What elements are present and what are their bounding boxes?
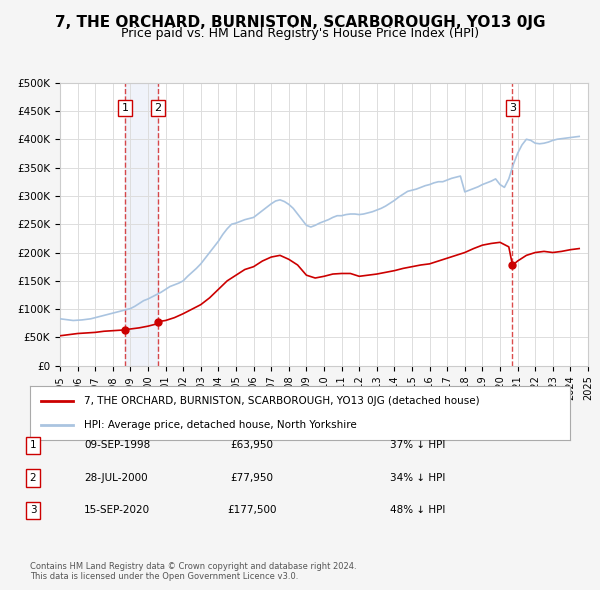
Text: 3: 3 <box>29 506 37 515</box>
Text: 37% ↓ HPI: 37% ↓ HPI <box>390 441 445 450</box>
Text: 48% ↓ HPI: 48% ↓ HPI <box>390 506 445 515</box>
Text: Price paid vs. HM Land Registry's House Price Index (HPI): Price paid vs. HM Land Registry's House … <box>121 27 479 40</box>
Text: 28-JUL-2000: 28-JUL-2000 <box>84 473 148 483</box>
Text: 7, THE ORCHARD, BURNISTON, SCARBOROUGH, YO13 0JG: 7, THE ORCHARD, BURNISTON, SCARBOROUGH, … <box>55 15 545 30</box>
Text: 1: 1 <box>121 103 128 113</box>
Text: HPI: Average price, detached house, North Yorkshire: HPI: Average price, detached house, Nort… <box>84 419 357 430</box>
Text: 2: 2 <box>154 103 161 113</box>
Text: £177,500: £177,500 <box>227 506 277 515</box>
Text: 3: 3 <box>509 103 516 113</box>
Text: 1: 1 <box>29 441 37 450</box>
Text: 7, THE ORCHARD, BURNISTON, SCARBOROUGH, YO13 0JG (detached house): 7, THE ORCHARD, BURNISTON, SCARBOROUGH, … <box>84 396 479 407</box>
Text: 15-SEP-2020: 15-SEP-2020 <box>84 506 150 515</box>
Text: £77,950: £77,950 <box>230 473 274 483</box>
Text: 09-SEP-1998: 09-SEP-1998 <box>84 441 150 450</box>
Text: Contains HM Land Registry data © Crown copyright and database right 2024.
This d: Contains HM Land Registry data © Crown c… <box>30 562 356 581</box>
Text: £63,950: £63,950 <box>230 441 274 450</box>
Text: 2: 2 <box>29 473 37 483</box>
Bar <box>125 83 158 366</box>
Text: 34% ↓ HPI: 34% ↓ HPI <box>390 473 445 483</box>
